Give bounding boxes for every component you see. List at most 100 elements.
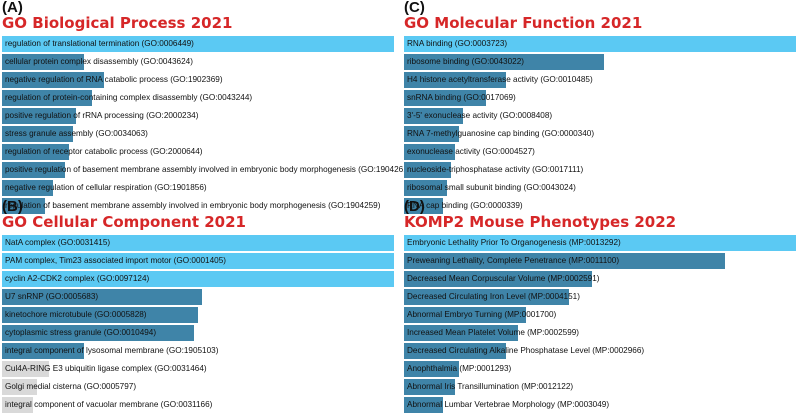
bar xyxy=(2,198,45,214)
bar xyxy=(2,162,65,178)
bar-label: integral component of vacuolar membrane … xyxy=(5,400,213,409)
bar-row: Increased Mean Platelet Volume (MP:00025… xyxy=(404,325,796,341)
bar xyxy=(2,144,69,160)
bar-row: Decreased Mean Corpuscular Volume (MP:00… xyxy=(404,271,796,287)
bar xyxy=(404,253,725,269)
bar-label: cyclin A2-CDK2 complex (GO:0097124) xyxy=(5,274,150,283)
bar xyxy=(2,253,394,269)
bar-row: regulation of translational termination … xyxy=(2,36,394,52)
bar-row: ribosomal small subunit binding (GO:0043… xyxy=(404,180,796,196)
bar-row: Anophthalmia (MP:0001293) xyxy=(404,361,796,377)
bar-row: negative regulation of cellular respirat… xyxy=(2,180,394,196)
bar-label: Decreased Circulating Iron Level (MP:000… xyxy=(407,292,580,301)
bar-label: Anophthalmia (MP:0001293) xyxy=(407,364,512,373)
bar-row: cellular protein complex disassembly (GO… xyxy=(2,54,394,70)
bar xyxy=(2,180,53,196)
bar xyxy=(404,90,486,106)
bar xyxy=(2,271,394,287)
bar-row: integral component of lysosomal membrane… xyxy=(2,343,394,359)
bar-label: regulation of basement membrane assembly… xyxy=(5,201,381,210)
panel-letter: (B) xyxy=(2,198,23,215)
bar-label: negative regulation of RNA catabolic pro… xyxy=(5,75,223,84)
bar-row: U7 snRNP (GO:0005683) xyxy=(2,289,394,305)
bar xyxy=(2,289,202,305)
bar-label: Decreased Circulating Alkaline Phosphata… xyxy=(407,346,645,355)
bar-label: kinetochore microtubule (GO:0005828) xyxy=(5,310,147,319)
bar-chart: regulation of translational termination … xyxy=(2,36,411,216)
bar-label: cellular protein complex disassembly (GO… xyxy=(5,57,193,66)
bar-row: RNA binding (GO:0003723) xyxy=(404,36,796,52)
go-biological-process-panel: (A) GO Biological Process 2021 regulatio… xyxy=(2,0,411,214)
bar-label: Embryonic Lethality Prior To Organogenes… xyxy=(407,238,621,247)
panel-letter: (C) xyxy=(404,0,425,16)
bar-chart: Embryonic Lethality Prior To Organogenes… xyxy=(404,235,796,415)
bar-row: Abnormal Embryo Turning (MP:0001700) xyxy=(404,307,796,323)
bar-label: negative regulation of cellular respirat… xyxy=(5,183,207,192)
bar-row: Golgi medial cisterna (GO:0005797) xyxy=(2,379,394,395)
bar-row: exonuclease activity (GO:0004527) xyxy=(404,144,796,160)
bar xyxy=(2,54,84,70)
bar xyxy=(404,108,463,124)
bar-chart: NatA complex (GO:0031415) PAM complex, Ti… xyxy=(2,235,394,415)
bar xyxy=(404,343,506,359)
bar-row: regulation of protein-containing complex… xyxy=(2,90,394,106)
bar-label: positive regulation of rRNA processing (… xyxy=(5,111,199,120)
bar xyxy=(404,198,443,214)
bar-row: cytoplasmic stress granule (GO:0010494) xyxy=(2,325,394,341)
go-cellular-component-panel: (B) GO Cellular Component 2021 NatA comp… xyxy=(2,198,394,413)
bar-label: Abnormal Iris Transillumination (MP:0012… xyxy=(407,382,574,391)
bar xyxy=(2,325,194,341)
bar xyxy=(2,361,49,377)
bar xyxy=(404,307,526,323)
bar xyxy=(404,144,455,160)
bar-chart: RNA binding (GO:0003723) ribosome binding… xyxy=(404,36,796,216)
bar-row: stress granule assembly (GO:0034063) xyxy=(2,126,394,142)
bar xyxy=(2,379,37,395)
bar-label: Abnormal Embryo Turning (MP:0001700) xyxy=(407,310,557,319)
panel-letter: (D) xyxy=(404,198,425,215)
bar xyxy=(404,271,592,287)
bar-label: Decreased Mean Corpuscular Volume (MP:00… xyxy=(407,274,600,283)
panel-title: GO Cellular Component 2021 xyxy=(2,213,246,231)
bar xyxy=(404,379,455,395)
bar xyxy=(404,361,459,377)
bar-row: ribosome binding (GO:0043022) xyxy=(404,54,796,70)
bar-row: RNA cap binding (GO:0000339) xyxy=(404,198,796,214)
bar-label: RNA binding (GO:0003723) xyxy=(407,39,508,48)
bar-label: Golgi medial cisterna (GO:0005797) xyxy=(5,382,137,391)
bar xyxy=(2,90,92,106)
bar-row: cyclin A2-CDK2 complex (GO:0097124) xyxy=(2,271,394,287)
bar-row: Abnormal Lumbar Vertebrae Morphology (MP… xyxy=(404,397,796,413)
bar-row: PAM complex, Tim23 associated import mot… xyxy=(2,253,394,269)
bar-label: Increased Mean Platelet Volume (MP:00025… xyxy=(407,328,580,337)
bar-row: kinetochore microtubule (GO:0005828) xyxy=(2,307,394,323)
bar xyxy=(404,162,451,178)
bar-label: regulation of protein-containing complex… xyxy=(5,93,253,102)
bar-label: RNA 7-methylguanosine cap binding (GO:00… xyxy=(407,129,595,138)
bar xyxy=(2,72,104,88)
bar-label: regulation of receptor catabolic process… xyxy=(5,147,203,156)
bar-row: RNA 7-methylguanosine cap binding (GO:00… xyxy=(404,126,796,142)
bar-row: Abnormal Iris Transillumination (MP:0012… xyxy=(404,379,796,395)
bar-row: Decreased Circulating Alkaline Phosphata… xyxy=(404,343,796,359)
bar-row: 3'-5' exonuclease activity (GO:0008408) xyxy=(404,108,796,124)
bar-label: ribosome binding (GO:0043022) xyxy=(407,57,524,66)
bar-label: nucleoside-triphosphatase activity (GO:0… xyxy=(407,165,584,174)
bar-label: regulation of translational termination … xyxy=(5,39,194,48)
bar xyxy=(2,307,198,323)
bar-label: RNA cap binding (GO:0000339) xyxy=(407,201,523,210)
bar-label: exonuclease activity (GO:0004527) xyxy=(407,147,535,156)
bar-label: Abnormal Lumbar Vertebrae Morphology (MP… xyxy=(407,400,610,409)
bar-row: integral component of vacuolar membrane … xyxy=(2,397,394,413)
bar xyxy=(2,36,394,52)
bar-label: positive regulation of basement membrane… xyxy=(5,165,411,174)
bar xyxy=(404,289,569,305)
bar-label: Cul4A-RING E3 ubiquitin ligase complex (… xyxy=(5,364,207,373)
bar-row: H4 histone acetyltransferase activity (G… xyxy=(404,72,796,88)
komp2-mouse-phenotypes-panel: (D) KOMP2 Mouse Phenotypes 2022 Embryoni… xyxy=(404,198,796,413)
bar-label: integral component of lysosomal membrane… xyxy=(5,346,219,355)
bar-label: H4 histone acetyltransferase activity (G… xyxy=(407,75,593,84)
bar-label: NatA complex (GO:0031415) xyxy=(5,238,111,247)
bar-row: Embryonic Lethality Prior To Organogenes… xyxy=(404,235,796,251)
bar-row: snRNA binding (GO:0017069) xyxy=(404,90,796,106)
